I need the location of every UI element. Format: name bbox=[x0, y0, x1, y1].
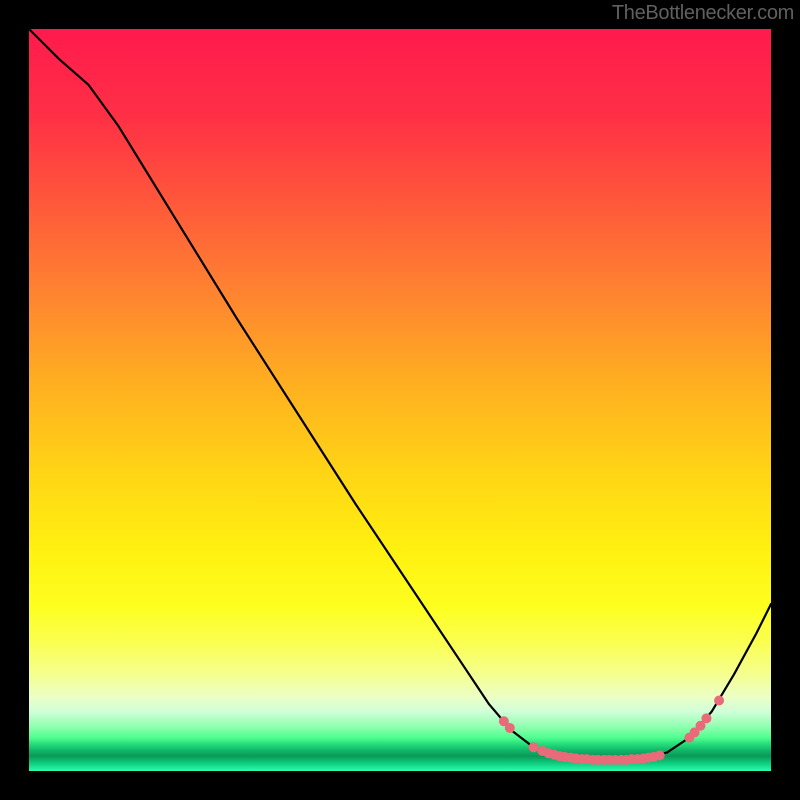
highlight-marker bbox=[701, 713, 711, 723]
highlight-marker bbox=[505, 723, 515, 733]
highlight-marker bbox=[714, 696, 724, 706]
highlight-marker bbox=[655, 750, 665, 760]
gradient-background bbox=[29, 29, 771, 771]
highlight-marker bbox=[529, 742, 539, 752]
watermark-text: TheBottlenecker.com bbox=[612, 2, 794, 25]
chart-svg bbox=[29, 29, 771, 771]
chart-plot-area bbox=[29, 29, 771, 771]
